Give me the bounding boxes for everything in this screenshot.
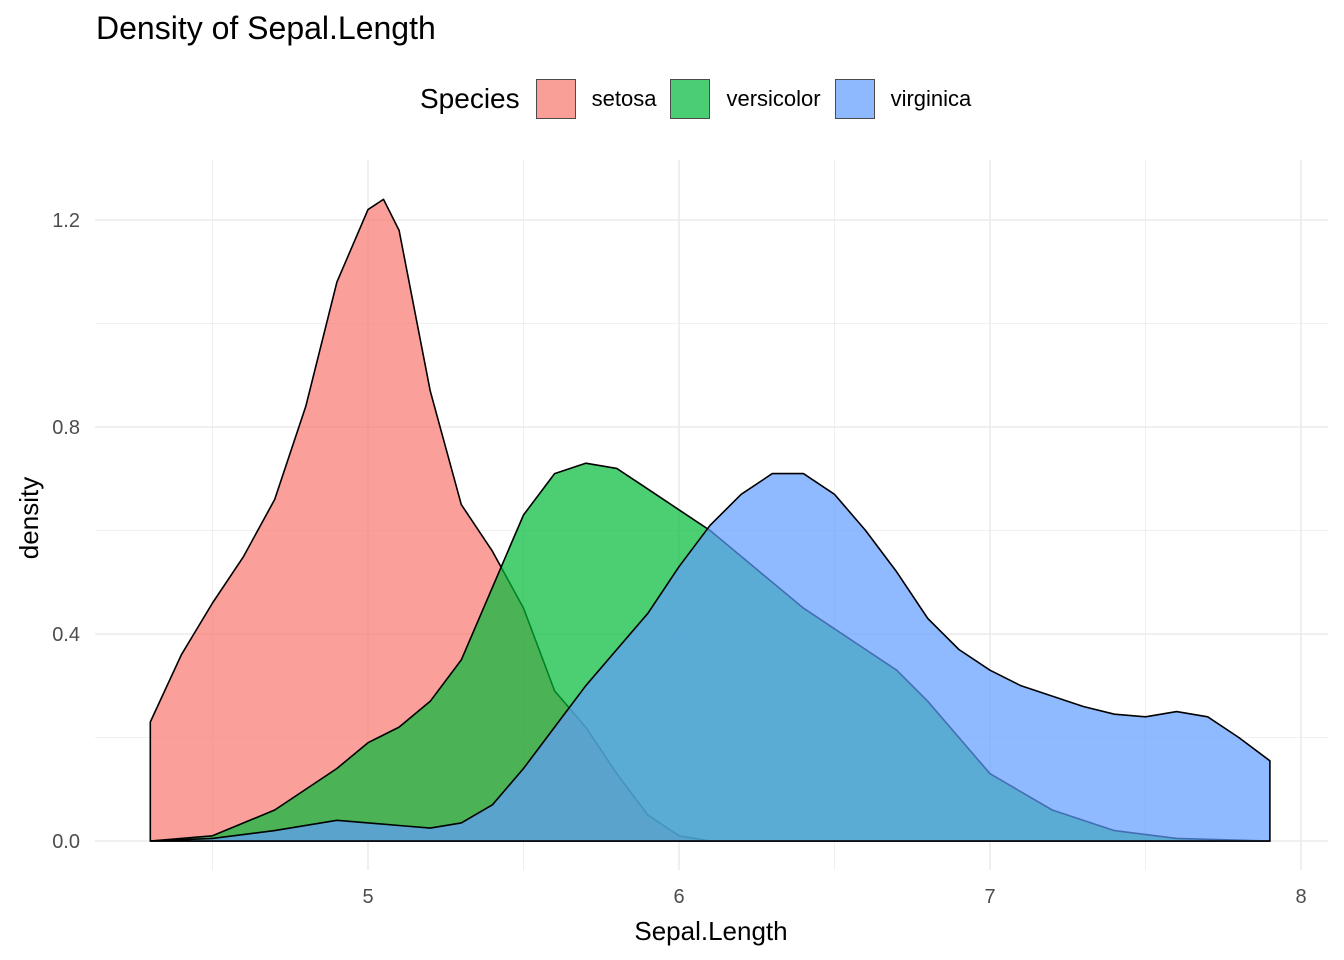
x-tick-label: 7	[984, 886, 995, 908]
legend-title: Species	[420, 83, 520, 114]
legend-label-versicolor: versicolor	[726, 86, 821, 111]
legend-key-setosa	[535, 79, 576, 119]
legend-key-versicolor	[670, 79, 711, 119]
legend-label-setosa: setosa	[591, 86, 657, 111]
legend-item-virginica: virginica	[834, 79, 972, 119]
density-areas	[149, 198, 1271, 842]
legend-item-setosa: setosa	[535, 79, 657, 119]
x-axis-title: Sepal.Length	[634, 916, 787, 946]
legend-label-virginica: virginica	[890, 86, 972, 111]
chart-title: Density of Sepal.Length	[96, 10, 436, 46]
x-tick-label: 8	[1295, 886, 1306, 908]
y-tick-label: 0.8	[52, 417, 80, 439]
x-tick-label: 5	[362, 886, 373, 908]
density-area-virginica	[149, 472, 1271, 842]
y-tick-label: 0.0	[52, 831, 80, 853]
legend-item-versicolor: versicolor	[670, 79, 821, 119]
legend-key-virginica	[834, 79, 875, 119]
y-tick-label: 1.2	[52, 210, 80, 232]
x-tick-label: 6	[673, 886, 684, 908]
tick-labels: 5 6 7 8 0.0 0.4 0.8 1.2	[52, 210, 1306, 908]
y-axis-title: density	[14, 477, 44, 559]
y-tick-label: 0.4	[52, 624, 80, 646]
legend: Species setosa versicolor virginica	[420, 76, 985, 122]
